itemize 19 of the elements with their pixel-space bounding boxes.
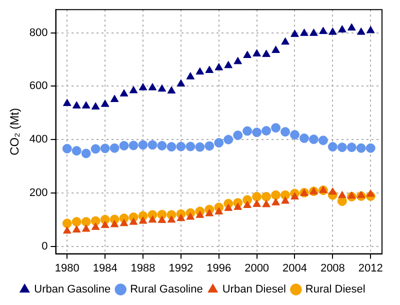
legend-label: Urban Gasoline (34, 284, 111, 296)
x-tick-label: 1996 (206, 262, 232, 274)
legend-label: Rural Diesel (305, 284, 366, 296)
y-tick-label: 400 (29, 134, 48, 146)
y-tick-label: 600 (29, 80, 48, 92)
y-tick-label: 200 (29, 186, 48, 199)
x-tick-label: 1984 (92, 262, 118, 274)
x-tick-label: 1992 (168, 262, 194, 274)
x-tick-label: 2000 (244, 262, 270, 274)
y-tick-label: 0 (42, 240, 48, 252)
x-tick-label: 2004 (282, 262, 307, 274)
legend-label: Rural Gasoline (130, 284, 203, 296)
x-tick-label: 2012 (358, 262, 383, 274)
y-axis-title: CO₂ (Mt) (8, 108, 22, 156)
y-tick-label: 800 (29, 26, 48, 39)
x-tick-label: 2008 (320, 262, 345, 274)
x-tick-label: 1988 (130, 262, 156, 274)
x-tick-label: 1980 (54, 262, 80, 274)
legend-label: Urban Diesel (222, 284, 286, 296)
